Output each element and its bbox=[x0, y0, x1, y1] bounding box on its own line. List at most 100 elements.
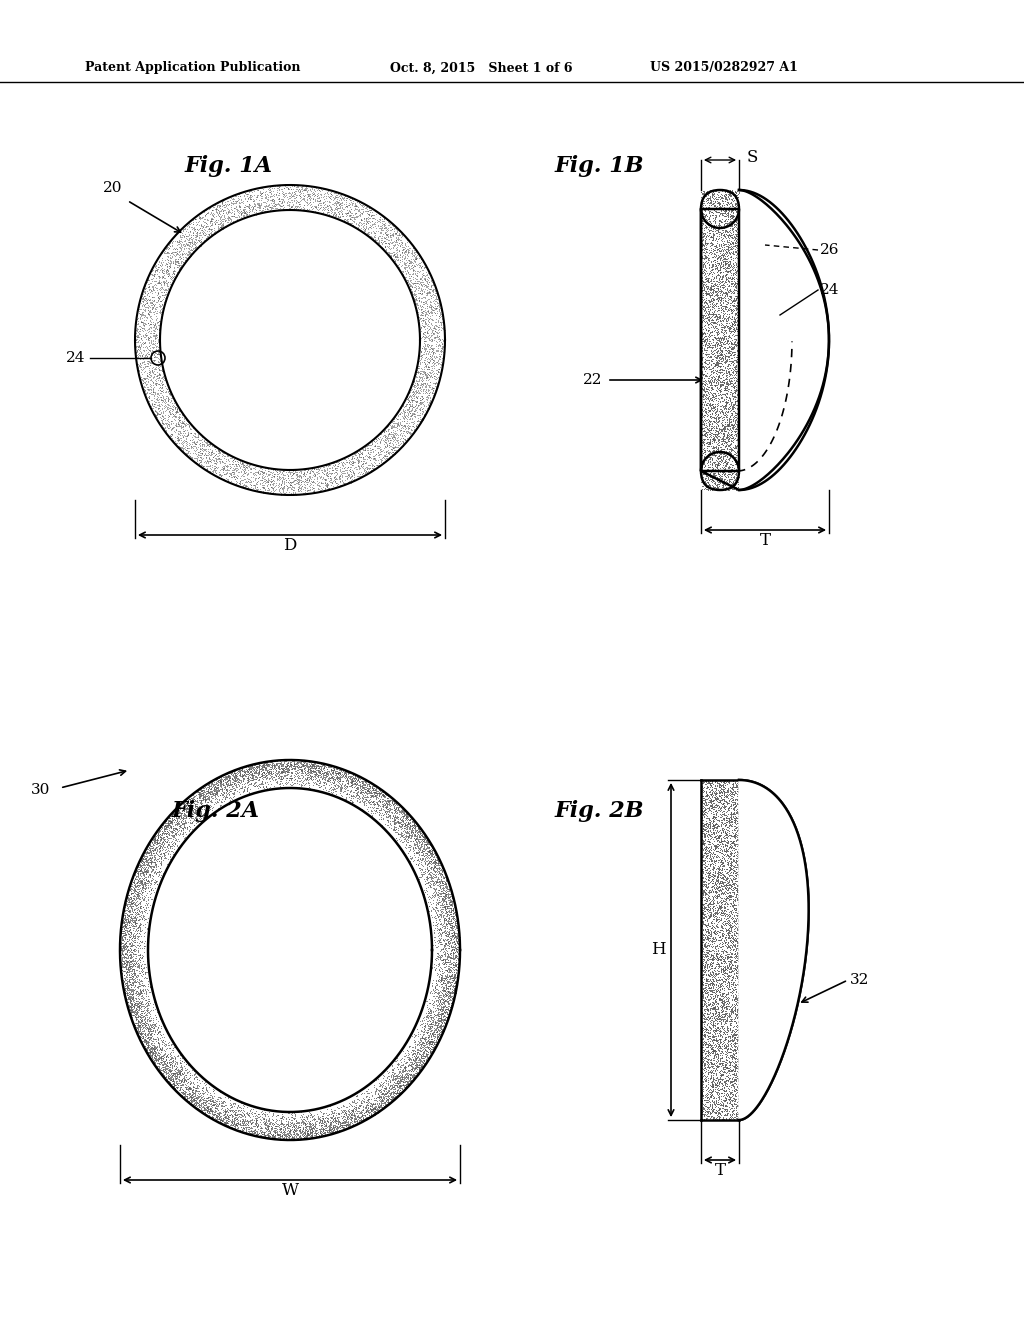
Point bbox=[354, 454, 371, 475]
Point bbox=[717, 378, 733, 399]
Point bbox=[423, 1031, 439, 1052]
Point bbox=[441, 993, 458, 1014]
Point bbox=[137, 1038, 154, 1059]
Point bbox=[389, 219, 406, 240]
Point bbox=[420, 1032, 436, 1053]
Point bbox=[711, 466, 727, 487]
Point bbox=[221, 780, 238, 801]
Point bbox=[708, 1094, 724, 1115]
Point bbox=[418, 264, 434, 285]
Point bbox=[161, 814, 177, 836]
Point bbox=[263, 1125, 280, 1146]
Point bbox=[699, 1109, 716, 1130]
Point bbox=[717, 948, 733, 969]
Point bbox=[167, 1063, 183, 1084]
Point bbox=[727, 451, 743, 473]
Point bbox=[422, 1031, 438, 1052]
Point bbox=[324, 1121, 340, 1142]
Point bbox=[237, 462, 253, 483]
Point bbox=[322, 194, 338, 215]
Point bbox=[713, 1082, 729, 1104]
Point bbox=[439, 989, 456, 1010]
Point bbox=[343, 454, 359, 475]
Point bbox=[372, 430, 388, 451]
Point bbox=[425, 367, 441, 388]
Point bbox=[129, 975, 145, 997]
Point bbox=[401, 1059, 418, 1080]
Point bbox=[271, 766, 288, 787]
Point bbox=[699, 847, 716, 869]
Point bbox=[727, 185, 743, 206]
Point bbox=[696, 787, 713, 808]
Point bbox=[272, 767, 289, 788]
Point bbox=[244, 763, 260, 784]
Point bbox=[206, 793, 222, 814]
Point bbox=[162, 1055, 178, 1076]
Point bbox=[387, 1074, 403, 1096]
Point bbox=[715, 957, 731, 978]
Point bbox=[207, 220, 223, 242]
Point bbox=[700, 921, 717, 942]
Point bbox=[724, 812, 740, 833]
Point bbox=[387, 223, 403, 244]
Point bbox=[290, 1123, 306, 1144]
Point bbox=[430, 851, 446, 873]
Point bbox=[695, 216, 712, 238]
Point bbox=[135, 957, 152, 978]
Point bbox=[724, 396, 740, 417]
Point bbox=[723, 466, 739, 487]
Point bbox=[229, 762, 246, 783]
Point bbox=[216, 1109, 232, 1130]
Point bbox=[359, 440, 376, 461]
Point bbox=[713, 1065, 729, 1086]
Point bbox=[270, 462, 287, 483]
Point bbox=[701, 474, 718, 495]
Point bbox=[120, 912, 136, 933]
Point bbox=[153, 252, 169, 273]
Point bbox=[321, 1123, 337, 1144]
Point bbox=[137, 1003, 154, 1024]
Point bbox=[703, 181, 720, 202]
Point bbox=[216, 767, 232, 788]
Point bbox=[281, 482, 297, 503]
Point bbox=[694, 894, 711, 915]
Point bbox=[117, 982, 133, 1003]
Point bbox=[718, 281, 734, 302]
Point bbox=[193, 1100, 209, 1121]
Point bbox=[355, 787, 372, 808]
Point bbox=[134, 884, 151, 906]
Point bbox=[162, 1048, 178, 1069]
Point bbox=[131, 1005, 147, 1026]
Point bbox=[707, 777, 723, 799]
Point bbox=[135, 296, 152, 317]
Point bbox=[187, 1067, 204, 1088]
Point bbox=[723, 411, 739, 432]
Point bbox=[730, 1035, 746, 1056]
Point bbox=[730, 383, 746, 404]
Point bbox=[115, 928, 131, 949]
Point bbox=[361, 222, 378, 243]
Point bbox=[128, 331, 144, 352]
Point bbox=[204, 1102, 220, 1123]
Point bbox=[131, 900, 147, 921]
Point bbox=[350, 454, 367, 475]
Point bbox=[378, 433, 394, 454]
Point bbox=[161, 810, 177, 832]
Point bbox=[290, 471, 306, 492]
Point bbox=[221, 199, 238, 220]
Point bbox=[137, 1015, 154, 1036]
Point bbox=[421, 1010, 437, 1031]
Point bbox=[271, 1125, 288, 1146]
Point bbox=[334, 777, 350, 799]
Point bbox=[449, 945, 465, 966]
Point bbox=[695, 929, 712, 950]
Point bbox=[725, 440, 741, 461]
Point bbox=[719, 454, 735, 475]
Point bbox=[698, 214, 715, 235]
Point bbox=[325, 763, 341, 784]
Point bbox=[421, 351, 437, 372]
Point bbox=[415, 1032, 431, 1053]
Point bbox=[693, 1024, 710, 1045]
Point bbox=[158, 1055, 174, 1076]
Point bbox=[447, 896, 464, 917]
